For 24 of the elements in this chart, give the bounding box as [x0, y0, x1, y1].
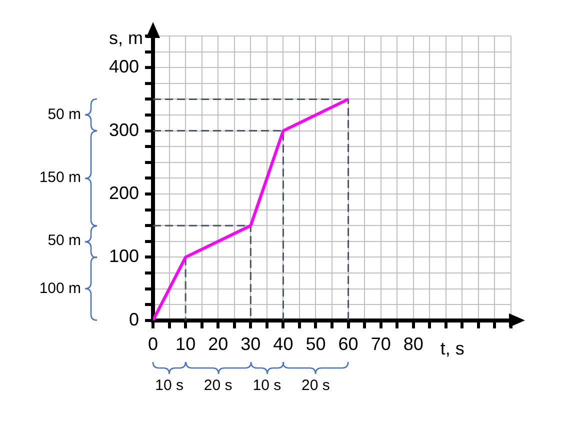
x-tick-label: 40	[273, 334, 294, 354]
text: 150 m	[39, 169, 82, 188]
text: 20 s	[302, 377, 330, 396]
y-tick-label: 400	[108, 56, 140, 77]
x-tick-label: 30	[240, 334, 261, 354]
text: 10 s	[252, 377, 282, 396]
x-axis-title: t, s	[440, 338, 464, 358]
y-tick-label: 0	[129, 309, 140, 330]
text: 50 m	[48, 106, 82, 124]
text: 100 m	[39, 280, 82, 298]
x-tick-label: 80	[403, 334, 424, 354]
x-tick-label: 20	[208, 334, 228, 354]
y-tick-label: 100	[108, 246, 140, 266]
x-tick-label: 60	[338, 334, 358, 354]
y-tick-label: 200	[108, 182, 140, 203]
x-tick-label: 70	[370, 334, 391, 354]
y-tick-label: 300	[108, 120, 140, 140]
text: 50 m	[48, 232, 82, 250]
x-tick-label: 10	[176, 334, 196, 354]
text: 20 s	[204, 377, 232, 396]
x-tick-label: 50	[306, 334, 326, 354]
text: 10 s	[155, 377, 184, 396]
x-tick-label: 0	[148, 334, 158, 354]
y-axis-title: s, m	[109, 28, 144, 48]
